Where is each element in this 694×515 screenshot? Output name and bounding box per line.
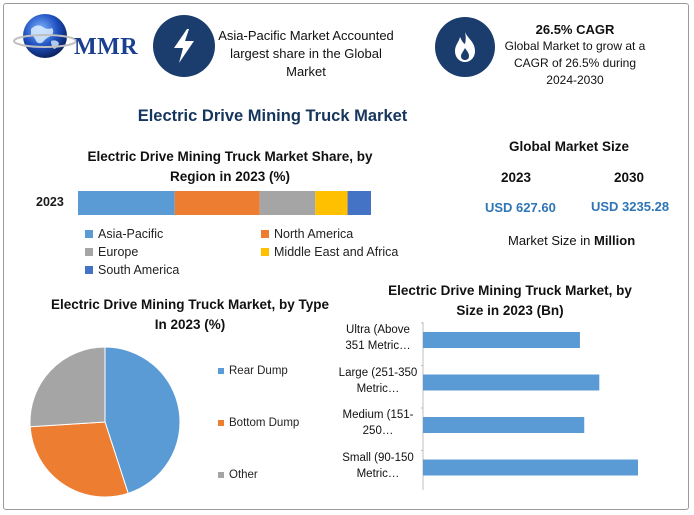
legend-swatch [261,248,269,256]
legend-label: Europe [98,245,139,259]
legend-swatch [218,420,224,426]
market-size-title: Global Market Size [509,139,630,154]
region-bar-segment [174,191,260,215]
type-legend: Rear Dump Bottom Dump Other [218,360,328,490]
logo-text: MMR [74,34,139,60]
size-category-labels: Ultra (Above 351 Metric… Large (251-350 M… [335,320,425,495]
legend-swatch [218,368,224,374]
lightning-icon [174,29,194,63]
page-title: Electric Drive Mining Truck Market [137,107,408,125]
legend-swatch [261,230,269,238]
legend-swatch [85,230,93,238]
legend-swatch [85,266,93,274]
pie-slice [104,346,181,494]
legend-swatch [85,248,93,256]
flame-icon-circle [435,17,495,77]
region-legend-item: North America [261,227,353,241]
region-bar-segment [78,191,175,215]
pie-slice [29,421,129,498]
size-category-label: Ultra (Above 351 Metric… [345,324,411,352]
legend-swatch [218,472,224,478]
size-bar [423,459,638,476]
region-bar-segment [315,191,348,215]
flame-icon [455,32,475,62]
size-bar [423,374,600,391]
legend-label: Middle East and Africa [274,245,399,259]
region-bar-segment [259,191,316,215]
lightning-icon-circle [153,15,215,77]
region-legend-item: Europe [85,245,138,259]
region-chart-title: Electric Drive Mining Truck Market Share… [87,149,373,184]
header-left-text: Asia-Pacific Market Accounted largest sh… [218,28,394,79]
legend-label: Bottom Dump [229,417,300,429]
type-pie-chart [29,346,181,498]
region-year-label: 2023 [36,195,64,209]
cagr-title: 26.5% CAGR [535,22,615,37]
legend-label: South America [98,263,180,277]
region-legend: Asia-Pacific North America Europe Middle Ea… [85,227,405,281]
size-category-label: Medium (151-250… [342,409,414,437]
type-legend-item: Bottom Dump [218,417,299,429]
legend-label: Asia-Pacific [98,227,164,241]
infographic-frame [3,3,689,510]
size-chart-title: Electric Drive Mining Truck Market, by S… [388,283,632,318]
year-2023-label: 2023 [501,170,532,185]
size-bar [423,332,580,348]
legend-label: North America [274,227,354,241]
globe-logo-icon [13,11,77,66]
value-2030: USD 3235.28 [591,199,670,214]
size-category-label: Small (90-150 Metric… [342,451,414,480]
legend-label: Other [229,469,258,481]
size-bar-chart [421,322,638,490]
region-bar-segment [347,191,371,215]
market-size-note: Market Size in Million [508,233,636,248]
region-legend-item: Asia-Pacific [85,227,163,241]
region-stacked-bar [78,191,371,215]
region-legend-item: Middle East and Africa [261,245,398,259]
cagr-text: Global Market to grow at a CAGR of 26.5%… [504,39,646,87]
legend-label: Rear Dump [229,365,288,377]
type-legend-item: Rear Dump [218,365,288,377]
pie-slice [29,346,106,428]
size-bar [423,417,585,433]
type-legend-item: Other [218,469,258,481]
region-legend-item: South America [85,263,179,277]
value-2023: USD 627.60 [485,200,556,215]
size-category-label: Large (251-350 Metric… [338,366,418,395]
year-2030-label: 2030 [614,170,645,185]
type-chart-title: Electric Drive Mining Truck Market, by T… [50,297,330,332]
